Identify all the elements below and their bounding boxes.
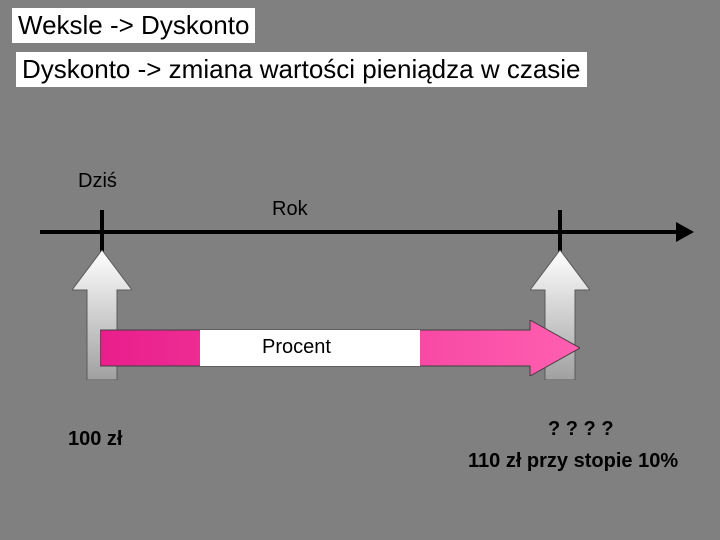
title-line-1: Weksle -> Dyskonto (12, 8, 255, 43)
value-left: 100 zł (68, 428, 122, 451)
title-line-2: Dyskonto -> zmiana wartości pieniądza w … (16, 52, 587, 87)
procent-arrow (100, 320, 580, 376)
timeline-arrowhead (676, 222, 694, 242)
timeline-line (40, 230, 680, 234)
value-question: ? ? ? ? (548, 418, 614, 441)
timeline-tick-start (100, 210, 104, 252)
timeline-start-label: Dziś (78, 170, 117, 193)
value-answer: 110 zł przy stopie 10% (468, 450, 678, 473)
timeline-tick-end (558, 210, 562, 252)
timeline-mid-label: Rok (272, 198, 308, 221)
procent-label: Procent (262, 336, 331, 359)
